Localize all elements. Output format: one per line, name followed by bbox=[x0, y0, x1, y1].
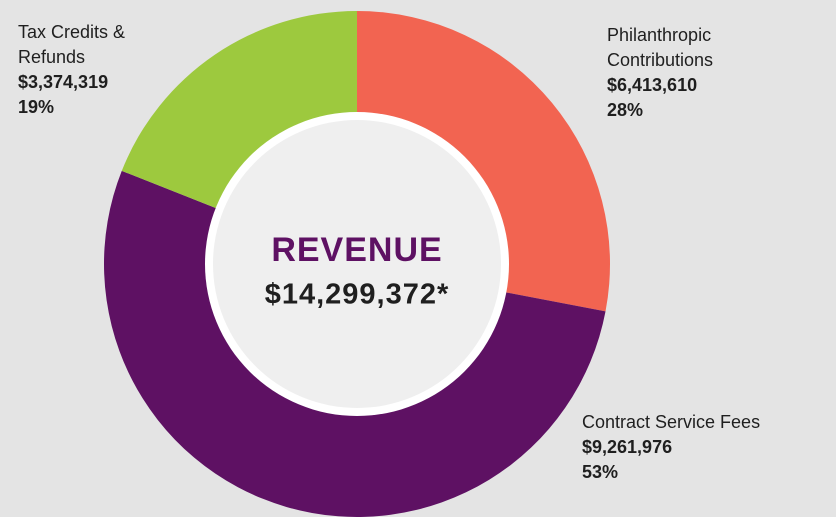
center-disc bbox=[213, 120, 501, 408]
value-label: 28% bbox=[607, 100, 644, 120]
value-label: 19% bbox=[18, 97, 55, 117]
category-name: Contract Service Fees bbox=[582, 412, 761, 432]
amount-label: $9,261,976 bbox=[582, 437, 673, 457]
category-name: Tax Credits & Refunds bbox=[18, 22, 126, 67]
slice-label: Contract Service Fees $9,261,976 53% bbox=[582, 410, 832, 485]
amount-label: $3,374,319 bbox=[18, 72, 109, 92]
slice-label: Philanthropic Contributions $6,413,610 28% bbox=[607, 23, 767, 123]
donut-slice bbox=[104, 170, 606, 517]
center-value: $14,299,372* bbox=[265, 279, 450, 311]
donut-slice bbox=[357, 11, 611, 312]
center-title: REVENUE bbox=[271, 231, 442, 269]
slice-label: Tax Credits & Refunds $3,374,319 19% bbox=[18, 20, 168, 120]
donut-slice bbox=[121, 11, 358, 209]
value-label: 53% bbox=[582, 462, 619, 482]
amount-label: $6,413,610 bbox=[607, 75, 698, 95]
category-name: Philanthropic Contributions bbox=[607, 25, 714, 70]
